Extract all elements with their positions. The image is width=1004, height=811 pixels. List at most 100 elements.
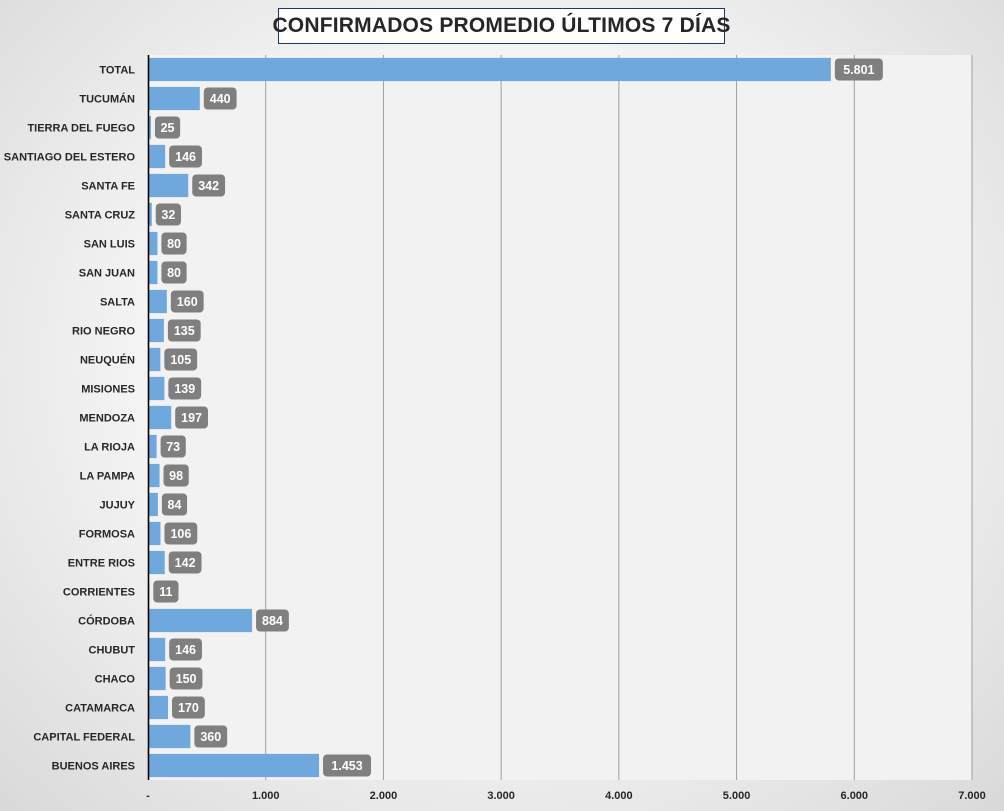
x-tick-label: 6.000 [841,790,869,802]
x-tick-label: 4.000 [605,790,633,802]
category-label: NEUQUÉN [80,354,135,367]
data-label: 105 [170,353,191,367]
data-label: 84 [168,498,182,512]
category-label: CHUBUT [89,645,136,657]
bar [148,753,320,778]
data-label: 73 [166,440,180,454]
bar [148,434,157,459]
data-label-box [164,348,198,371]
data-label-box [161,232,187,255]
bar [148,318,164,343]
x-tick-label: 3.000 [487,790,515,802]
data-label-box [169,638,202,661]
data-label-box [160,435,186,458]
category-label: SANTA CRUZ [65,210,136,222]
bar [148,347,161,372]
bar [148,289,167,314]
data-label-box [256,609,289,632]
category-label: SAN JUAN [79,268,135,280]
category-label: LA RIOJA [84,442,135,454]
category-label: JUJUY [100,500,136,512]
data-label: 11 [159,585,172,599]
category-label: TUCUMÁN [79,93,135,106]
category-label: FORMOSA [79,529,135,541]
category-label: CÓRDOBA [78,615,135,628]
bar [148,202,152,227]
x-tick-labels: - 1.000 2.000 3.000 4.000 5.000 6.000 7.000 [146,790,986,802]
bar [148,550,165,575]
data-label-box [164,522,198,545]
data-label-box [323,754,372,777]
data-label: 150 [176,672,197,686]
category-label: CHACO [95,674,136,686]
bars [148,57,831,778]
bar [148,231,158,256]
data-label-box [834,58,883,81]
bar [148,57,831,82]
category-label: MENDOZA [79,413,135,425]
data-label-box [168,551,202,574]
category-label: RIO NEGRO [72,326,135,338]
data-label-box [153,580,179,603]
chart-title: CONFIRMADOS PROMEDIO ÚLTIMOS 7 DÍAS [272,14,731,37]
chart-title-box: CONFIRMADOS PROMEDIO ÚLTIMOS 7 DÍAS [272,8,730,44]
data-label: 440 [210,92,231,106]
bar [148,492,158,517]
data-label: 80 [167,266,181,280]
bar [148,376,165,401]
data-label-box [203,87,237,110]
data-label: 106 [170,527,191,541]
category-label: ENTRE RIOS [68,558,135,570]
data-label: 170 [178,701,199,715]
bar [148,144,166,169]
data-label-box [155,203,181,226]
data-label-box [168,377,202,400]
data-label-box [170,290,204,313]
x-tick-label: - [146,790,150,802]
category-label: CATAMARCA [65,703,135,715]
bar [148,695,169,720]
data-label-box [161,493,188,516]
data-label: 142 [175,556,196,570]
category-label: BUENOS AIRES [52,761,135,773]
bar [148,86,200,111]
data-label-box [194,725,228,748]
bar [148,637,166,662]
data-label-box [163,464,189,487]
category-label: SANTIAGO DEL ESTERO [4,152,136,164]
data-label: 197 [181,411,202,425]
data-label-box [175,406,208,429]
bar [148,260,158,285]
x-tick-label: 1.000 [252,790,280,802]
category-label: TOTAL [99,65,135,77]
data-label: 1.453 [331,759,362,773]
bar [148,173,189,198]
data-label: 139 [174,382,195,396]
bar [148,521,161,546]
bar [148,405,172,430]
bar [148,666,166,691]
x-tick-label: 7.000 [958,790,986,802]
category-label: CORRIENTES [63,587,135,599]
data-label: 135 [174,324,195,338]
category-label: CAPITAL FEDERAL [33,732,135,744]
data-label: 25 [161,121,175,135]
category-label: SANTA FE [81,181,135,193]
category-label: LA PAMPA [80,471,135,483]
x-tick-label: 5.000 [723,790,751,802]
data-label-box [169,145,202,168]
bar [148,608,253,633]
category-label: TIERRA DEL FUEGO [27,123,135,135]
data-label: 146 [175,150,196,164]
data-label-box [161,261,187,284]
data-label-box [167,319,201,342]
grid-lines [265,55,973,780]
x-tick-label: 2.000 [370,790,398,802]
data-label: 146 [175,643,196,657]
plot-area [148,55,972,780]
data-labels: 5.801 440 25 146 342 32 80 80 160 135 105 139 197 73 9… [153,58,883,777]
bar [148,463,160,488]
data-label: 32 [161,208,175,222]
